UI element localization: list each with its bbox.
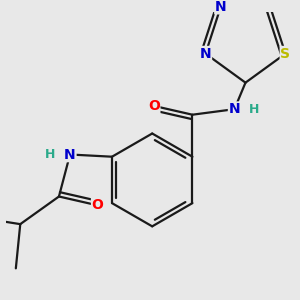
Text: S: S	[280, 46, 290, 61]
Text: N: N	[64, 148, 76, 161]
Text: H: H	[45, 148, 55, 161]
Text: N: N	[229, 102, 240, 116]
Text: O: O	[92, 198, 103, 212]
Text: N: N	[215, 0, 226, 14]
Text: N: N	[200, 46, 211, 61]
Text: H: H	[249, 103, 260, 116]
Text: O: O	[148, 99, 160, 113]
